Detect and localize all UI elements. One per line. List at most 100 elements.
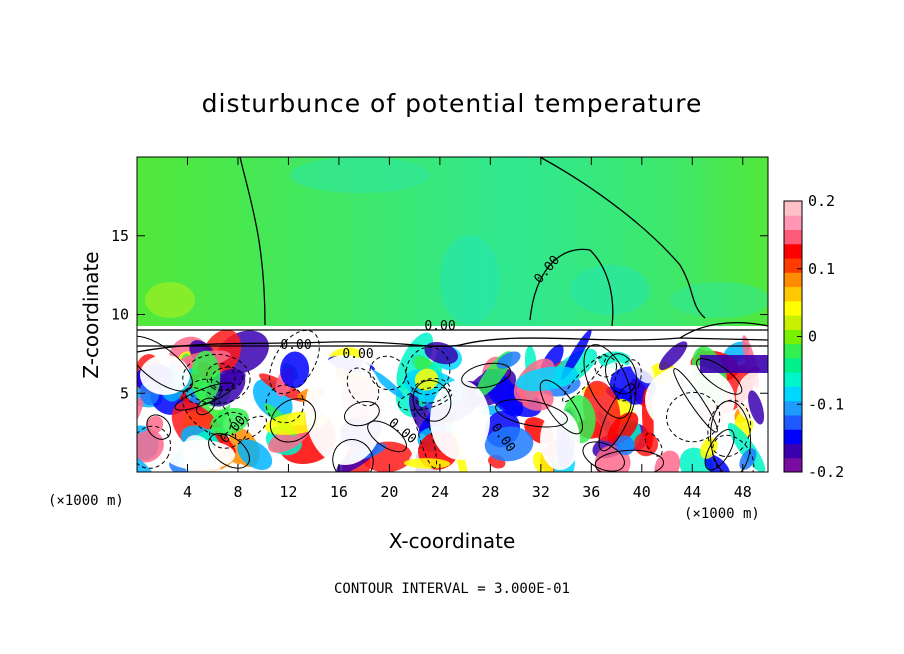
contour-line <box>495 399 568 428</box>
x-tick-label: 20 <box>380 483 398 501</box>
contour-line <box>539 157 706 319</box>
contour-line <box>398 386 453 411</box>
field-blob <box>484 426 534 462</box>
x-tick-label: 44 <box>683 483 701 501</box>
contour-line <box>696 358 743 395</box>
colorbar-swatch <box>784 300 802 316</box>
contour-line <box>605 353 637 395</box>
field-blob <box>371 370 405 399</box>
colorbar-swatch <box>784 357 802 373</box>
contour-line <box>332 439 374 472</box>
y-unit-label: (×1000 m) <box>48 493 124 509</box>
contour-line <box>206 362 236 392</box>
contour-line <box>195 397 216 416</box>
colorbar-swatch <box>784 386 802 402</box>
colorbar-tick-label: 0.2 <box>808 192 835 210</box>
colorbar-swatch <box>784 372 802 387</box>
field-blob <box>165 440 235 470</box>
colorbar-swatch <box>784 243 802 259</box>
contour-line <box>711 434 755 472</box>
contour-line <box>539 379 583 435</box>
contour-line <box>369 355 407 391</box>
y-axis-label: Z-coordinate <box>79 251 103 378</box>
colorbar-tick-label: -0.1 <box>808 395 844 413</box>
colorbar-ticks: -0.2 -0.1 0 0.1 0.2 <box>797 192 844 481</box>
x-tick-label: 24 <box>431 483 449 501</box>
colorbar-swatch <box>784 443 802 459</box>
x-axis-ticks: 4 8 12 16 20 24 28 32 36 40 44 48 <box>183 157 752 501</box>
x-tick-label: 16 <box>330 483 348 501</box>
colorbar-swatch <box>784 343 802 359</box>
contour-line <box>666 391 721 443</box>
contour-line <box>137 425 172 469</box>
contour-line <box>411 378 451 404</box>
x-tick-label: 28 <box>481 483 499 501</box>
colorbar-swatch <box>784 414 802 430</box>
contour-line <box>582 441 625 472</box>
upper-patch <box>145 282 195 318</box>
contour-interval-footer: CONTOUR INTERVAL = 3.000E-01 <box>334 581 570 597</box>
contour-line <box>146 414 172 440</box>
contour-line <box>644 432 663 457</box>
x-axis-label: X-coordinate <box>389 529 516 553</box>
field-blob <box>140 355 190 395</box>
colorbar-swatch <box>784 229 802 245</box>
upper-patch <box>440 235 500 325</box>
contour-line <box>185 378 223 405</box>
y-tick-label: 10 <box>111 306 129 324</box>
colorbar-swatch <box>784 201 802 216</box>
colorbar-swatch <box>784 400 802 416</box>
colorbar-swatch <box>784 258 802 273</box>
contour-line <box>182 353 251 405</box>
contour-line <box>210 366 243 391</box>
upper-patch <box>290 157 430 193</box>
field-blob <box>191 350 221 403</box>
colorbar <box>783 200 803 473</box>
x-unit-label: (×1000 m) <box>684 506 760 522</box>
contour-line <box>367 420 407 453</box>
field-blob <box>210 407 249 436</box>
contour-line <box>412 379 452 422</box>
contour-line <box>613 359 642 402</box>
field-blob <box>561 329 592 380</box>
colorbar-swatch <box>784 315 802 330</box>
contour-line <box>209 411 249 449</box>
x-tick-label: 4 <box>183 483 192 501</box>
contour-line <box>704 429 735 471</box>
field-blob <box>658 341 688 371</box>
field-blob <box>540 410 580 470</box>
colorbar-swatch <box>784 286 802 302</box>
upper-patch <box>670 282 768 318</box>
contour-line <box>208 433 250 469</box>
contour-line <box>583 344 632 419</box>
field-blob <box>145 415 164 435</box>
field-blob <box>607 412 639 445</box>
y-tick-label: 5 <box>120 384 129 402</box>
y-axis-ticks: 5 10 15 <box>111 227 768 402</box>
field-blob <box>748 390 765 425</box>
field-blob <box>700 355 768 373</box>
x-tick-label: 36 <box>582 483 600 501</box>
contour-line <box>594 355 618 378</box>
x-tick-label: 48 <box>734 483 752 501</box>
y-tick-label: 15 <box>111 227 129 245</box>
contour-lines <box>137 157 768 472</box>
contour-label: 0.00 <box>342 347 373 362</box>
contour-line <box>529 248 614 327</box>
contour-line <box>562 354 607 403</box>
field-blob <box>727 422 766 472</box>
colorbar-tick-label: 0.1 <box>808 260 835 278</box>
colorbar-swatch <box>784 457 802 473</box>
field-blob <box>403 458 451 469</box>
contour-line <box>673 368 718 433</box>
field-blob <box>515 366 579 392</box>
contour-line <box>269 398 316 443</box>
contour-line <box>594 449 665 472</box>
colorbar-swatch <box>784 429 802 444</box>
x-tick-label: 40 <box>633 483 651 501</box>
contour-line <box>234 415 267 441</box>
field-blob <box>430 380 490 460</box>
colorbar-tick-label: 0 <box>808 328 817 346</box>
contour-line <box>707 399 752 458</box>
